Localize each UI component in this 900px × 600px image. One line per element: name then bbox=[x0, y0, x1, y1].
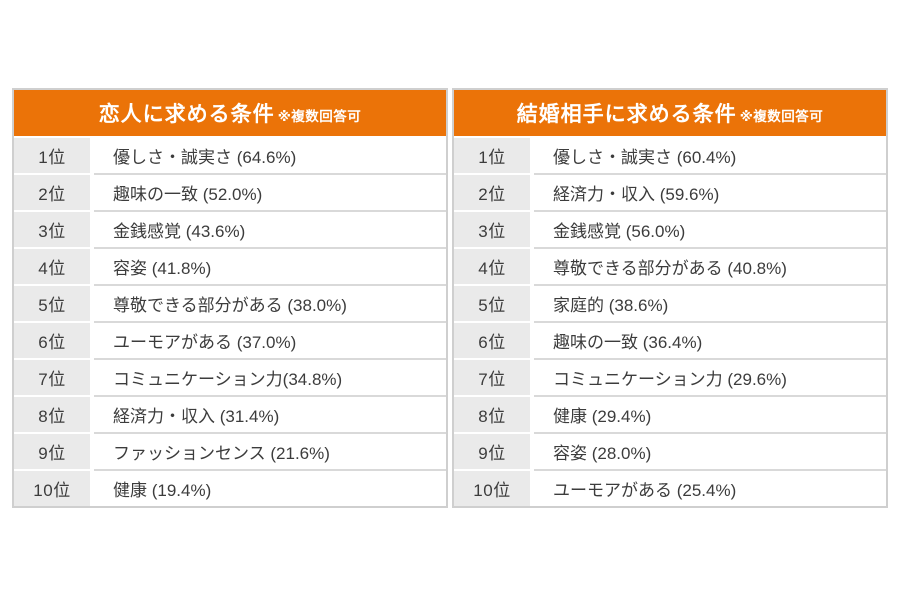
item-cell: 容姿 (28.0%) bbox=[534, 432, 886, 469]
rank-cell: 10位 bbox=[14, 469, 90, 506]
table-row: 3位 金銭感覚 (56.0%) bbox=[454, 210, 886, 247]
rank-cell: 7位 bbox=[454, 358, 530, 395]
item-cell: ファッションセンス (21.6%) bbox=[94, 432, 446, 469]
table-note: ※複数回答可 bbox=[739, 109, 824, 124]
table-row: 2位 趣味の一致 (52.0%) bbox=[14, 173, 446, 210]
item-cell: 金銭感覚 (43.6%) bbox=[94, 210, 446, 247]
rank-cell: 6位 bbox=[454, 321, 530, 358]
item-cell: 優しさ・誠実さ (64.6%) bbox=[94, 136, 446, 173]
table-row: 3位 金銭感覚 (43.6%) bbox=[14, 210, 446, 247]
table-body-lover: 1位 優しさ・誠実さ (64.6%) 2位 趣味の一致 (52.0%) 3位 金銭感覚 (… bbox=[14, 136, 446, 506]
rank-cell: 2位 bbox=[454, 173, 530, 210]
item-cell: 金銭感覚 (56.0%) bbox=[534, 210, 886, 247]
item-cell: ユーモアがある (37.0%) bbox=[94, 321, 446, 358]
table-row: 8位 経済力・収入 (31.4%) bbox=[14, 395, 446, 432]
rank-cell: 9位 bbox=[454, 432, 530, 469]
table-note: ※複数回答可 bbox=[277, 109, 362, 124]
rank-cell: 7位 bbox=[14, 358, 90, 395]
item-cell: 健康 (29.4%) bbox=[534, 395, 886, 432]
item-cell: 健康 (19.4%) bbox=[94, 469, 446, 506]
table-row: 9位 ファッションセンス (21.6%) bbox=[14, 432, 446, 469]
table-title: 恋人に求める条件 bbox=[98, 103, 275, 126]
rank-cell: 10位 bbox=[454, 469, 530, 506]
table-body-marriage: 1位 優しさ・誠実さ (60.4%) 2位 経済力・収入 (59.6%) 3位 金銭感覚 … bbox=[454, 136, 886, 506]
ranking-tables: 恋人に求める条件 ※複数回答可 1位 優しさ・誠実さ (64.6%) 2位 趣味の一致… bbox=[12, 88, 888, 508]
item-cell: 趣味の一致 (36.4%) bbox=[534, 321, 886, 358]
table-row: 8位 健康 (29.4%) bbox=[454, 395, 886, 432]
table-row: 2位 経済力・収入 (59.6%) bbox=[454, 173, 886, 210]
table-row: 5位 家庭的 (38.6%) bbox=[454, 284, 886, 321]
table-row: 6位 趣味の一致 (36.4%) bbox=[454, 321, 886, 358]
ranking-table-lover: 恋人に求める条件 ※複数回答可 1位 優しさ・誠実さ (64.6%) 2位 趣味の一致… bbox=[12, 88, 448, 508]
item-cell: 趣味の一致 (52.0%) bbox=[94, 173, 446, 210]
item-cell: 経済力・収入 (31.4%) bbox=[94, 395, 446, 432]
item-cell: 優しさ・誠実さ (60.4%) bbox=[534, 136, 886, 173]
table-header-lover: 恋人に求める条件 ※複数回答可 bbox=[14, 90, 446, 136]
item-cell: コミュニケーション力 (29.6%) bbox=[534, 358, 886, 395]
rank-cell: 8位 bbox=[14, 395, 90, 432]
ranking-table-marriage: 結婚相手に求める条件 ※複数回答可 1位 優しさ・誠実さ (60.4%) 2位 経済力… bbox=[452, 88, 888, 508]
table-row: 1位 優しさ・誠実さ (64.6%) bbox=[14, 136, 446, 173]
item-cell: 容姿 (41.8%) bbox=[94, 247, 446, 284]
table-row: 1位 優しさ・誠実さ (60.4%) bbox=[454, 136, 886, 173]
item-cell: 経済力・収入 (59.6%) bbox=[534, 173, 886, 210]
table-row: 4位 尊敬できる部分がある (40.8%) bbox=[454, 247, 886, 284]
rank-cell: 9位 bbox=[14, 432, 90, 469]
item-cell: 尊敬できる部分がある (40.8%) bbox=[534, 247, 886, 284]
rank-cell: 5位 bbox=[454, 284, 530, 321]
rank-cell: 4位 bbox=[14, 247, 90, 284]
table-title: 結婚相手に求める条件 bbox=[516, 103, 737, 126]
table-row: 6位 ユーモアがある (37.0%) bbox=[14, 321, 446, 358]
table-row: 10位 健康 (19.4%) bbox=[14, 469, 446, 506]
rank-cell: 3位 bbox=[14, 210, 90, 247]
item-cell: ユーモアがある (25.4%) bbox=[534, 469, 886, 506]
table-row: 7位 コミュニケーション力 (29.6%) bbox=[454, 358, 886, 395]
rank-cell: 1位 bbox=[14, 136, 90, 173]
rank-cell: 5位 bbox=[14, 284, 90, 321]
rank-cell: 8位 bbox=[454, 395, 530, 432]
table-row: 4位 容姿 (41.8%) bbox=[14, 247, 446, 284]
table-row: 5位 尊敬できる部分がある (38.0%) bbox=[14, 284, 446, 321]
rank-cell: 6位 bbox=[14, 321, 90, 358]
table-row: 7位 コミュニケーション力(34.8%) bbox=[14, 358, 446, 395]
rank-cell: 4位 bbox=[454, 247, 530, 284]
table-row: 9位 容姿 (28.0%) bbox=[454, 432, 886, 469]
rank-cell: 3位 bbox=[454, 210, 530, 247]
table-header-marriage: 結婚相手に求める条件 ※複数回答可 bbox=[454, 90, 886, 136]
item-cell: コミュニケーション力(34.8%) bbox=[94, 358, 446, 395]
rank-cell: 1位 bbox=[454, 136, 530, 173]
item-cell: 家庭的 (38.6%) bbox=[534, 284, 886, 321]
rank-cell: 2位 bbox=[14, 173, 90, 210]
item-cell: 尊敬できる部分がある (38.0%) bbox=[94, 284, 446, 321]
table-row: 10位 ユーモアがある (25.4%) bbox=[454, 469, 886, 506]
